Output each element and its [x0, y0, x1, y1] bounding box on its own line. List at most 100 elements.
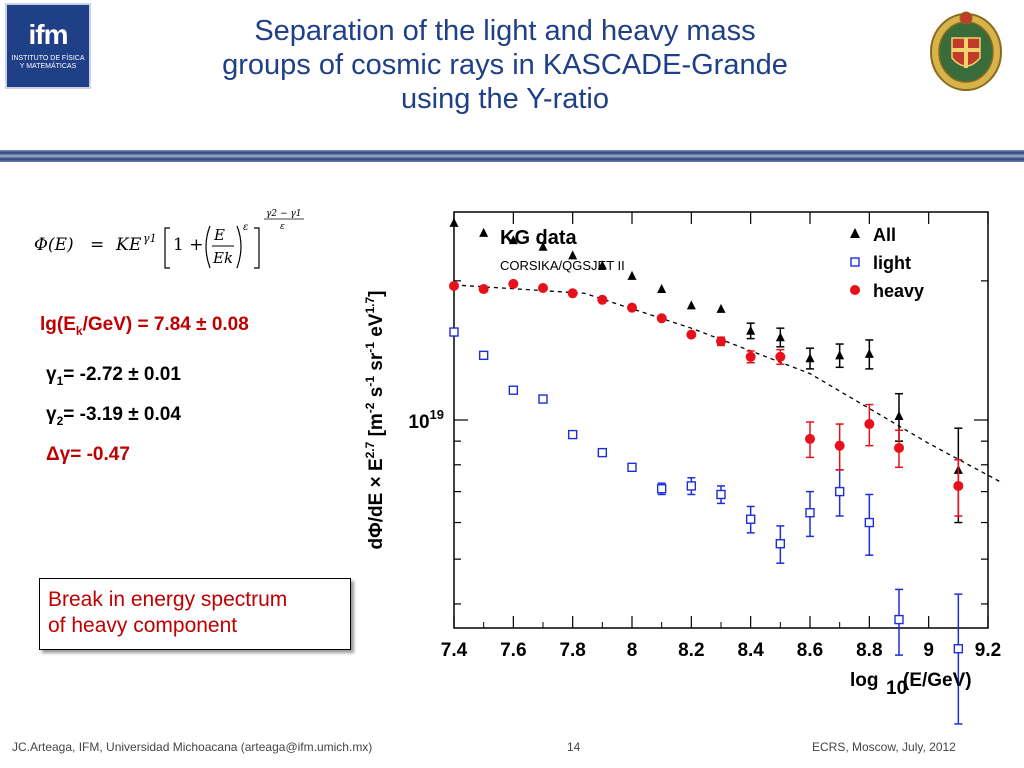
footer-page-number: 14: [567, 740, 581, 754]
All-point: [894, 411, 904, 421]
legend-All-label: All: [873, 225, 896, 245]
chart-legend: All light heavy: [850, 225, 924, 301]
heavy-point: [716, 336, 726, 347]
chart-axes: 7.47.67.888.28.48.68.899.210201019: [408, 211, 1001, 661]
heavy-point: [834, 440, 845, 451]
slide-title-line-1: Separation of the light and heavy mass: [254, 15, 756, 47]
gamma2-param: γ2= -3.19 ± 0.04: [46, 404, 181, 428]
ifm-logo: ifm Instituto de Física y Matemáticas: [5, 3, 91, 89]
formula-equals: =: [90, 235, 104, 255]
plot-frame: [453, 211, 989, 629]
light-point: [864, 517, 875, 528]
ifm-logo-subtext-2: y Matemáticas: [19, 63, 77, 70]
spectrum-formula: Φ(E) = K E γ1 1 + E Ek ε γ2 − γ1 ε: [34, 209, 304, 269]
All-point: [568, 250, 578, 260]
light-point: [656, 484, 667, 494]
light-point: [538, 394, 548, 404]
heavy-point: [508, 278, 519, 289]
light-point: [627, 462, 637, 473]
light-point: [775, 538, 786, 549]
light-point: [834, 486, 845, 497]
formula-e: E: [128, 235, 142, 255]
x-tick-label: 7.8: [559, 640, 585, 661]
x-tick-label: 7.6: [500, 640, 526, 661]
gamma1-param: γ1= -2.72 ± 0.01: [46, 364, 181, 388]
ifm-logo-subtext-1: Instituto de Física: [11, 55, 85, 62]
legend-heavy-label: heavy: [873, 281, 924, 301]
x-axis-label-pre: log: [850, 670, 879, 691]
formula-one-plus: 1 +: [173, 235, 203, 255]
formula-exp-num: γ2 − γ1: [266, 209, 301, 219]
light-point: [716, 489, 726, 500]
x-tick-label: 8.8: [856, 640, 882, 661]
chart-subtitle: CORSIKA/QGSJET II: [500, 258, 625, 273]
heavy-point: [449, 280, 459, 291]
footer-conference: ECRS, Moscow, July, 2012: [812, 740, 956, 754]
x-tick-label: 8.4: [737, 640, 764, 661]
delta-gamma-param: Δγ= -0.47: [46, 444, 130, 465]
x-axis-label-post: (E/GeV): [903, 670, 972, 691]
break-energy-sub: k: [75, 323, 83, 338]
footer-author: JC.Arteaga, IFM, Universidad Michoacana …: [12, 740, 373, 754]
All-point: [746, 325, 756, 335]
break-energy-prefix: lg(E: [40, 314, 76, 335]
gamma2-symbol: γ: [46, 404, 57, 425]
light-point: [567, 429, 578, 440]
formula-frac-den: Ek: [212, 249, 233, 267]
All-point: [449, 217, 459, 227]
fit-line-layer: [453, 284, 1004, 484]
x-tick-label: 8: [627, 640, 638, 661]
heavy-point: [478, 284, 489, 295]
All-point: [627, 270, 637, 280]
break-energy-param: lg(Ek/GeV) = 7.84 ± 0.08: [40, 314, 249, 338]
x-tick-label: 9: [923, 640, 934, 661]
ifm-logo-subtext: Instituto de Física y Matemáticas: [7, 55, 89, 71]
fit-curve: [453, 284, 1004, 484]
All-point: [686, 300, 696, 310]
heavy-point: [538, 283, 548, 294]
slide-title: Separation of the light and heavy mass g…: [190, 14, 820, 116]
All-point: [597, 260, 607, 270]
light-point: [894, 614, 904, 625]
break-note-line-2: of heavy component: [48, 614, 238, 637]
y-axis-label: dΦ/dE × E2.7 [m-2 s-1 sr-1 eV1.7]: [363, 291, 387, 550]
energy-spectrum-chart: 7.47.67.888.28.48.68.899.210201019 KG da…: [363, 211, 1004, 725]
All-point: [775, 332, 785, 342]
light-point: [449, 327, 459, 337]
formula-frac-num: E: [213, 226, 225, 244]
legend-light-icon: [850, 257, 860, 267]
heavy-point: [567, 288, 578, 299]
x-axis-label-sub: 10: [886, 678, 907, 699]
light-point: [745, 514, 756, 524]
x-tick-label: 9.2: [975, 640, 1001, 661]
heavy-point: [627, 302, 637, 313]
university-seal-icon: [930, 11, 1002, 91]
break-note-line-1: Break in energy spectrum: [48, 588, 288, 611]
x-tick-label: 7.4: [441, 640, 468, 661]
All-point: [805, 353, 815, 363]
heavy-point: [805, 433, 815, 444]
header-divider: [0, 150, 1024, 162]
gamma1-value: = -2.72 ± 0.01: [63, 364, 181, 385]
formula-exp-den: ε: [280, 222, 285, 232]
y-tick-label: 1019: [408, 407, 444, 433]
legend-light-label: light: [873, 253, 911, 273]
x-tick-label: 8.2: [678, 640, 704, 661]
formula-lhs: Φ(E): [34, 235, 74, 255]
light-point: [508, 385, 519, 395]
All-point: [508, 235, 518, 245]
light-point: [686, 481, 697, 491]
heavy-point: [864, 419, 875, 430]
slide-title-line-3: using the Y-ratio: [401, 83, 609, 115]
heavy-point: [686, 329, 697, 340]
formula-k: K: [115, 235, 130, 255]
legend-heavy-icon: [850, 285, 860, 295]
All-point: [835, 350, 845, 360]
heavy-point: [745, 351, 756, 362]
formula-eps: ε: [243, 222, 248, 233]
heavy-point: [894, 442, 904, 453]
heavy-point: [775, 351, 786, 362]
heavy-point: [953, 480, 964, 491]
All-point: [657, 284, 667, 294]
gamma2-value: = -3.19 ± 0.04: [63, 404, 181, 425]
